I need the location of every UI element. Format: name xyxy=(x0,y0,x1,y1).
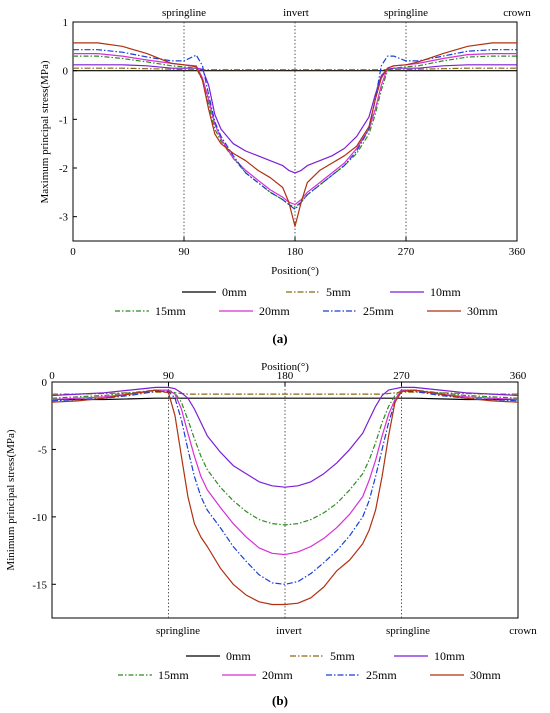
annotation-invert-a: invert xyxy=(283,7,309,19)
panel-b-legend-label-0mm: 0mm xyxy=(226,649,251,663)
panel-a-legend-label-20mm: 20mm xyxy=(259,304,290,318)
panel-a-x-tick-label-4: 360 xyxy=(509,246,526,258)
y-axis-title-a: Maximum principal stress(MPa) xyxy=(39,60,51,203)
panel-b-legend-label-10mm: 10mm xyxy=(434,649,465,663)
x-axis-title-b: Position(°) xyxy=(261,361,309,373)
panel-b-y-tick-label-0: 0 xyxy=(42,377,48,389)
panel-a-legend-label-0mm: 0mm xyxy=(222,285,247,299)
x-axis-title-a: Position(°) xyxy=(271,265,319,277)
panel-b-series-line-20mm xyxy=(51,389,519,556)
panel-a-legend-label-15mm: 15mm xyxy=(155,304,186,318)
annotation-springline-left-a: springline xyxy=(162,7,206,19)
y-axis-title-b: Minimum principal stress(MPa) xyxy=(5,429,17,570)
panel-a-y-tick-label-3: -2 xyxy=(59,163,68,175)
panel-a-series-line-25mm xyxy=(73,49,517,210)
annotation-springline-left-b: springline xyxy=(156,625,200,637)
panel-b-x-tick-label-0: 0 xyxy=(49,370,55,382)
panel-a-y-tick-label-0: 1 xyxy=(63,17,69,29)
panel-a-y-tick-label-4: -3 xyxy=(59,212,69,224)
annotation-crown-b: crown xyxy=(509,625,537,637)
panel-a-series-line-10mm xyxy=(73,64,517,174)
annotation-crown-a: crown xyxy=(503,7,531,19)
legend-b: 0mm 5mm 10mm 15mm 20mm 25mm 30mm xyxy=(118,649,501,682)
panel-a-y-tick-label-1: 0 xyxy=(63,66,69,78)
panel-b-legend-label-20mm: 20mm xyxy=(262,668,293,682)
panel-a-legend-label-10mm: 10mm xyxy=(430,285,461,299)
panel-b-series-line-15mm xyxy=(51,389,519,526)
panel-a-series-line-5mm xyxy=(73,67,517,71)
panel-a-y-tick-label-2: -1 xyxy=(59,114,68,126)
annotation-invert-b: invert xyxy=(276,625,302,637)
panel-a-legend-label-5mm: 5mm xyxy=(326,285,351,299)
panel-b-y-tick-label-3: -15 xyxy=(32,579,47,591)
panel-b-series-line-30mm xyxy=(51,389,519,606)
panel-a-series-line-15mm xyxy=(73,55,517,208)
panel-a-x-tick-label-3: 270 xyxy=(398,246,415,258)
panel-b-x-tick-label-4: 360 xyxy=(510,370,527,382)
panel-b-y-tick-label-1: -5 xyxy=(38,444,48,456)
chart-panel-a: 0 90 180 270 360 1 0 -1 -2 -3 springline invert s… xyxy=(39,7,531,346)
panel-a-legend-label-30mm: 30mm xyxy=(467,304,498,318)
panel-a-legend-label-25mm: 25mm xyxy=(363,304,394,318)
panel-label-a: (a) xyxy=(272,331,287,346)
panel-b-x-tick-label-3: 270 xyxy=(393,370,410,382)
panel-a-series-line-20mm xyxy=(73,53,517,206)
panel-label-b: (b) xyxy=(272,693,288,708)
panel-b-legend-label-25mm: 25mm xyxy=(366,668,397,682)
panel-b-y-tick-label-2: -10 xyxy=(32,512,47,524)
annotation-springline-right-b: springline xyxy=(386,625,430,637)
panel-b-legend-label-15mm: 15mm xyxy=(158,668,189,682)
panel-b-series-line-10mm xyxy=(51,386,519,488)
panel-a-x-tick-label-0: 0 xyxy=(70,246,76,258)
panel-b-series-line-0mm xyxy=(52,397,518,401)
panel-a-x-tick-label-1: 90 xyxy=(179,246,191,258)
panel-a-series-line-30mm xyxy=(73,42,517,227)
chart-panel-b: 0 90 180 270 360 0 -5 -10 -15 Position(°) Minimu… xyxy=(5,361,537,708)
legend-a: 0mm 5mm 10mm 15mm 20mm 25mm 30mm xyxy=(115,285,498,318)
panel-b-x-tick-label-1: 90 xyxy=(163,370,175,382)
panel-a-x-tick-label-2: 180 xyxy=(287,246,304,258)
annotation-springline-right-a: springline xyxy=(384,7,428,19)
panel-b-x-tick-label-2: 180 xyxy=(277,370,294,382)
panel-b-legend-label-30mm: 30mm xyxy=(470,668,501,682)
panel-b-legend-label-5mm: 5mm xyxy=(330,649,355,663)
